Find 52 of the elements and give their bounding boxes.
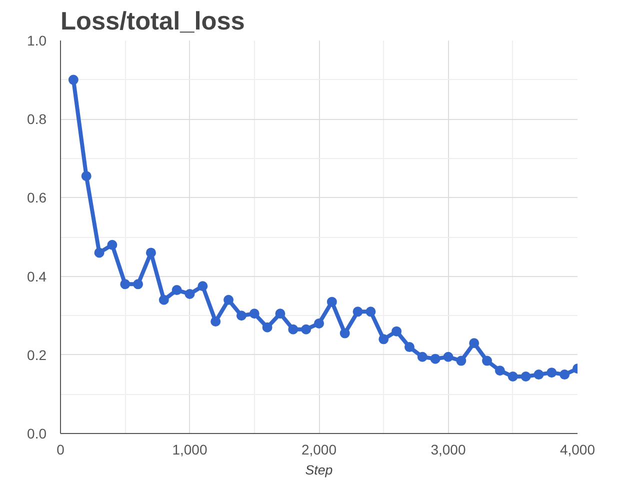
chart-title: Loss/total_loss <box>60 8 245 36</box>
point <box>404 342 414 352</box>
y-tick-label: 1.0 <box>27 32 47 48</box>
x-tick-label: 4,000 <box>560 442 596 458</box>
y-tick-label: 0.2 <box>27 346 47 363</box>
point <box>494 366 505 376</box>
point <box>184 288 195 299</box>
point <box>301 324 312 334</box>
y-tick-label: 0.4 <box>27 268 47 284</box>
point <box>456 356 466 366</box>
point <box>340 328 350 338</box>
point <box>68 74 78 85</box>
point <box>120 279 130 290</box>
point <box>417 352 428 362</box>
point <box>262 322 272 332</box>
point <box>210 316 221 326</box>
point <box>352 306 363 317</box>
point <box>560 370 570 380</box>
point <box>81 171 92 182</box>
point <box>546 368 557 378</box>
x-tick-label: 0 <box>56 442 65 458</box>
point <box>443 352 454 362</box>
point <box>326 296 337 307</box>
point <box>314 318 324 328</box>
point <box>275 308 286 319</box>
point <box>469 338 480 348</box>
point <box>107 240 118 250</box>
x-tick-label: 2,000 <box>301 442 337 458</box>
x-tick-label: 3,000 <box>430 442 466 458</box>
point <box>94 248 104 258</box>
point <box>158 294 169 305</box>
point <box>378 334 389 344</box>
y-tick-label: 0.0 <box>27 426 47 442</box>
point <box>236 310 246 321</box>
x-tick-label: 1,000 <box>172 442 208 458</box>
point <box>198 281 208 292</box>
point <box>288 324 298 334</box>
point <box>508 372 518 382</box>
point <box>224 294 234 305</box>
point <box>534 370 544 380</box>
point <box>146 248 156 258</box>
point <box>482 356 492 366</box>
y-tick-label: 0.8 <box>27 111 47 128</box>
x-axis-title: Step <box>305 462 333 478</box>
point <box>249 308 260 319</box>
point <box>366 306 376 317</box>
point <box>133 279 144 290</box>
point <box>172 285 182 296</box>
point <box>520 372 531 382</box>
point <box>392 326 402 336</box>
point <box>430 354 440 364</box>
y-tick-label: 0.6 <box>27 190 47 206</box>
